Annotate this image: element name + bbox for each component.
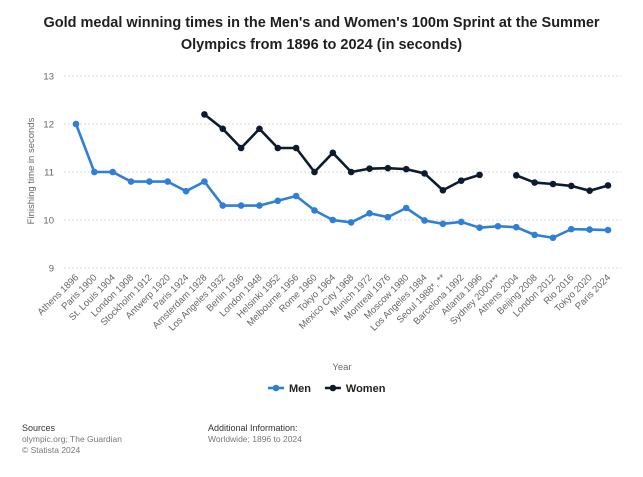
sources-block: Sources olympic.org; The Guardian © Stat… [22,423,122,456]
data-point-men[interactable] [182,187,190,195]
legend-item-men[interactable]: Men [268,383,311,395]
data-point-women[interactable] [512,172,520,179]
data-point-men[interactable] [109,168,116,176]
data-point-women[interactable] [439,186,447,194]
data-point-women[interactable] [329,149,337,157]
data-point-women[interactable] [256,125,263,133]
data-point-men[interactable] [164,178,172,185]
legend: Men Women [268,383,386,395]
data-point-women[interactable] [201,111,208,118]
data-point-men[interactable] [384,213,392,221]
series-lines [72,111,612,242]
legend-label: Women [346,383,386,395]
data-point-men[interactable] [531,231,538,239]
data-point-women[interactable] [421,170,428,177]
data-point-men[interactable] [439,220,447,228]
data-point-men[interactable] [292,192,300,200]
additional-info-text: Worldwide; 1896 to 2024 [208,434,302,444]
data-point-men[interactable] [476,224,483,231]
data-point-men[interactable] [72,120,80,128]
data-point-men[interactable] [219,202,227,209]
legend-item-women[interactable]: Women [324,383,386,395]
data-point-men[interactable] [329,216,337,224]
data-point-men[interactable] [146,178,153,185]
data-point-women[interactable] [586,187,593,195]
data-point-women[interactable] [237,144,245,152]
additional-info-block: Additional Information: Worldwide; 1896 … [208,423,302,445]
data-point-women[interactable] [604,182,612,189]
data-point-women[interactable] [476,171,483,179]
y-tick-label: 13 [43,72,54,83]
data-point-men[interactable] [549,234,557,242]
data-point-men[interactable] [421,217,428,224]
additional-info-heading: Additional Information: [208,423,298,433]
series-line-women [203,113,480,192]
data-point-men[interactable] [201,178,208,185]
data-point-men[interactable] [586,226,593,233]
data-point-women[interactable] [311,168,318,176]
data-point-men[interactable] [237,202,245,209]
data-point-men[interactable] [274,197,282,205]
data-point-men[interactable] [512,223,520,231]
data-point-men[interactable] [604,226,612,234]
data-point-women[interactable] [384,164,392,172]
data-point-men[interactable] [366,209,373,217]
y-tick-label: 10 [43,216,54,227]
data-point-women[interactable] [219,125,227,133]
data-point-women[interactable] [402,165,410,173]
data-point-men[interactable] [457,218,465,226]
y-tick-label: 11 [44,168,54,179]
data-point-women[interactable] [347,168,355,176]
data-point-women[interactable] [292,144,300,152]
data-point-women[interactable] [531,179,538,186]
data-point-men[interactable] [568,225,575,233]
data-point-men[interactable] [256,202,263,209]
y-tick-label: 12 [43,120,54,131]
data-point-women[interactable] [274,144,282,152]
legend-marker [329,384,337,392]
copyright-text[interactable]: © Statista 2024 [22,445,81,455]
data-point-men[interactable] [311,207,318,214]
data-point-men[interactable] [402,204,410,212]
gridlines [64,75,621,269]
series-line-women [515,174,609,193]
y-tick-label: 9 [49,264,54,275]
legend-marker [272,384,280,392]
y-axis-label: Finishing time in seconds [26,117,37,224]
sources-text[interactable]: olympic.org; The Guardian [22,434,123,444]
y-tick-labels: 9 10 11 12 13 [43,72,54,275]
data-point-women[interactable] [457,177,465,184]
data-point-men[interactable] [347,219,355,226]
legend-label: Men [289,383,311,395]
sources-heading: Sources [22,423,56,433]
data-point-men[interactable] [494,222,502,230]
data-point-women[interactable] [549,180,557,188]
data-point-women[interactable] [568,182,575,190]
data-point-women[interactable] [366,165,373,172]
data-point-men[interactable] [127,178,135,185]
x-axis-label: Year [332,362,351,373]
data-point-men[interactable] [91,168,98,176]
chart-title: Gold medal winning times in the Men's an… [43,15,600,53]
